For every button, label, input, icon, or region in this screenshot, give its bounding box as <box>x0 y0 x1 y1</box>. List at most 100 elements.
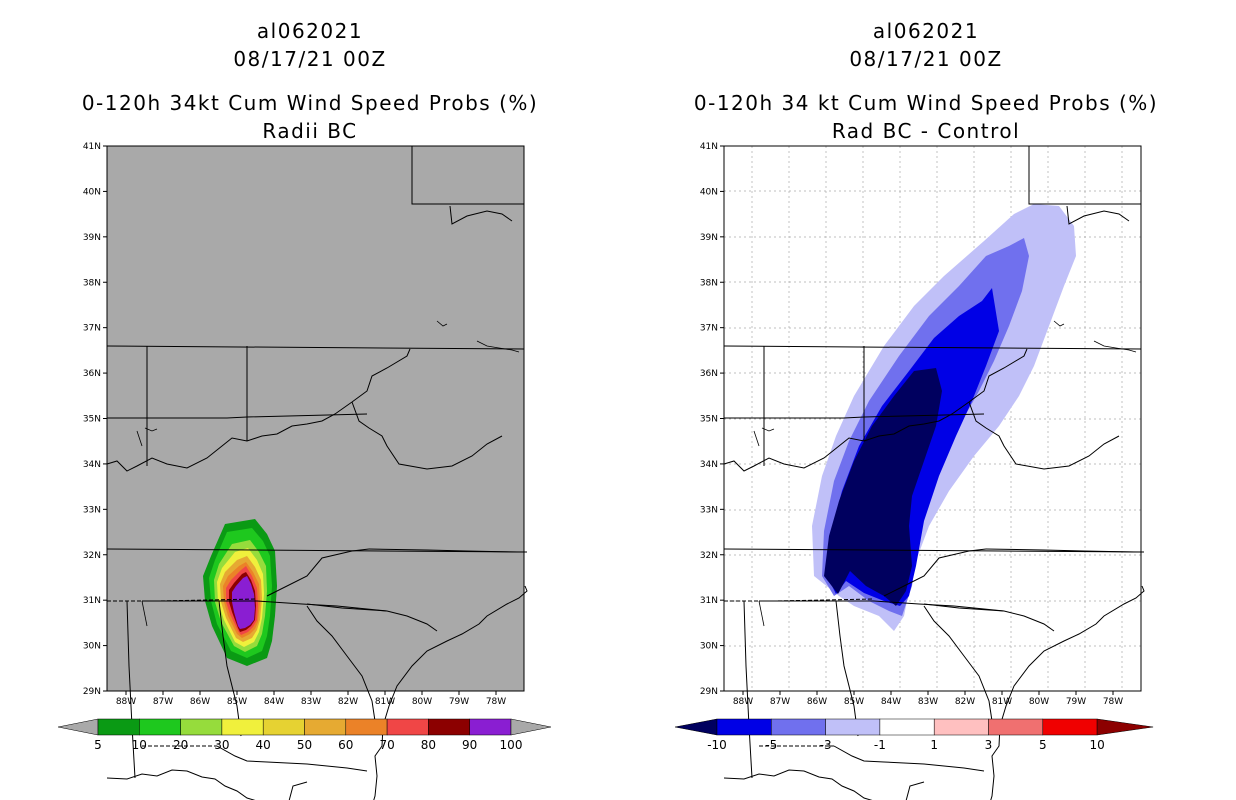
left-colorbar-swatch <box>97 718 140 736</box>
right-lat-label: 33N <box>700 505 718 515</box>
left-colorbar-label: 40 <box>256 738 271 752</box>
left-lon-label: 83W <box>301 697 321 707</box>
left-colorbar-swatch <box>180 718 223 736</box>
left-colorbar-low-arrow <box>57 718 99 736</box>
right-colorbar-high-arrow <box>1096 718 1154 736</box>
right-lon-label: 85W <box>844 697 864 707</box>
right-lat-label: 36N <box>700 369 718 379</box>
right-colorbar-swatch <box>825 718 881 736</box>
right-storm-id: al062021 <box>872 19 980 43</box>
right-lon-label: 78W <box>1103 697 1123 707</box>
right-lat-label: 29N <box>700 687 718 697</box>
left-lon-label: 80W <box>412 697 432 707</box>
left-colorbar-label: 5 <box>94 738 102 752</box>
right-colorbar-label: 10 <box>1089 738 1104 752</box>
left-lat-label: 40N <box>83 187 101 197</box>
right-lat-label: 34N <box>700 460 718 470</box>
right-colorbar-low-arrow <box>674 718 718 736</box>
left-lon-label: 84W <box>264 697 284 707</box>
right-lon-label: 86W <box>807 697 827 707</box>
right-colorbar-label: -5 <box>765 738 777 752</box>
left-lon-label: 87W <box>153 697 173 707</box>
left-colorbar-label: 100 <box>500 738 523 752</box>
left-colorbar: 5 10 20 30 40 50 60 70 80 90 100 <box>57 718 552 752</box>
left-lat-label: 29N <box>83 687 101 697</box>
left-lon-label: 85W <box>227 697 247 707</box>
left-colorbar-high-arrow <box>510 718 552 736</box>
right-lat-label: 31N <box>700 596 718 606</box>
right-lon-label: 79W <box>1066 697 1086 707</box>
right-subtitle: Rad BC - Control <box>831 119 1021 143</box>
right-lon-label: 83W <box>918 697 938 707</box>
left-title: 0-120h 34kt Cum Wind Speed Probs (%) <box>81 91 539 115</box>
right-colorbar: -10 -5 -3 -1 1 3 5 10 <box>674 718 1154 752</box>
left-lat-label: 36N <box>83 369 101 379</box>
right-datetime: 08/17/21 00Z <box>849 47 1003 71</box>
left-lat-label: 41N <box>83 142 101 152</box>
right-colorbar-swatch <box>716 718 772 736</box>
axis-labels: 41N 40N 39N 38N 37N 36N 35N 34N 33N 32N 31N 30N 29N 8… <box>83 142 1123 707</box>
right-map <box>723 145 1145 800</box>
right-colorbar-label: 5 <box>1039 738 1047 752</box>
right-lat-label: 32N <box>700 551 718 561</box>
left-lat-label: 31N <box>83 596 101 606</box>
left-colorbar-label: 50 <box>297 738 312 752</box>
right-colorbar-label: -1 <box>874 738 886 752</box>
left-lon-label: 86W <box>190 697 210 707</box>
left-lon-label: 79W <box>449 697 469 707</box>
left-lon-label: 88W <box>116 697 136 707</box>
left-colorbar-label: 20 <box>173 738 188 752</box>
left-lon-label: 82W <box>338 697 358 707</box>
right-lon-label: 82W <box>955 697 975 707</box>
right-colorbar-swatch <box>988 718 1044 736</box>
left-colorbar-label: 10 <box>132 738 147 752</box>
left-datetime: 08/17/21 00Z <box>233 47 387 71</box>
left-colorbar-label: 30 <box>214 738 229 752</box>
right-lat-label: 35N <box>700 415 718 425</box>
right-lat-label: 37N <box>700 324 718 334</box>
right-colorbar-swatch <box>771 718 826 736</box>
left-probability-swath <box>203 519 277 666</box>
left-lat-label: 39N <box>83 233 101 243</box>
right-lon-label: 80W <box>1029 697 1049 707</box>
right-difference-swath <box>812 204 1076 631</box>
left-map <box>106 145 528 800</box>
right-lat-label: 38N <box>700 278 718 288</box>
right-lat-label: 39N <box>700 233 718 243</box>
right-colorbar-label: 3 <box>985 738 993 752</box>
left-colorbar-swatch <box>345 718 388 736</box>
right-lon-label: 81W <box>992 697 1012 707</box>
left-storm-id: al062021 <box>256 19 364 43</box>
right-colorbar-label: 1 <box>930 738 938 752</box>
right-colorbar-swatch <box>933 718 989 736</box>
right-lat-label: 41N <box>700 142 718 152</box>
left-colorbar-swatch <box>428 718 470 736</box>
right-lat-label: 40N <box>700 187 718 197</box>
left-colorbar-swatch <box>139 718 181 736</box>
right-colorbar-swatch <box>879 718 935 736</box>
left-colorbar-swatch <box>221 718 264 736</box>
left-lon-label: 81W <box>375 697 395 707</box>
right-colorbar-label: -3 <box>820 738 832 752</box>
left-colorbar-label: 60 <box>338 738 353 752</box>
right-colorbar-label: -10 <box>707 738 727 752</box>
left-lat-label: 35N <box>83 415 101 425</box>
left-colorbar-swatch <box>469 718 512 736</box>
left-lat-label: 30N <box>83 642 101 652</box>
left-lat-label: 32N <box>83 551 101 561</box>
right-colorbar-swatch <box>1042 718 1098 736</box>
left-colorbar-label: 80 <box>421 738 436 752</box>
right-lon-label: 87W <box>770 697 790 707</box>
left-colorbar-swatch <box>304 718 347 736</box>
left-subtitle: Radii BC <box>262 119 358 143</box>
left-lat-label: 34N <box>83 460 101 470</box>
left-colorbar-swatch <box>386 718 429 736</box>
left-lat-label: 38N <box>83 278 101 288</box>
left-lon-label: 78W <box>486 697 506 707</box>
left-lat-label: 37N <box>83 324 101 334</box>
left-colorbar-label: 70 <box>379 738 394 752</box>
right-lon-label: 88W <box>733 697 753 707</box>
left-colorbar-swatch <box>262 718 305 736</box>
right-lon-label: 84W <box>881 697 901 707</box>
